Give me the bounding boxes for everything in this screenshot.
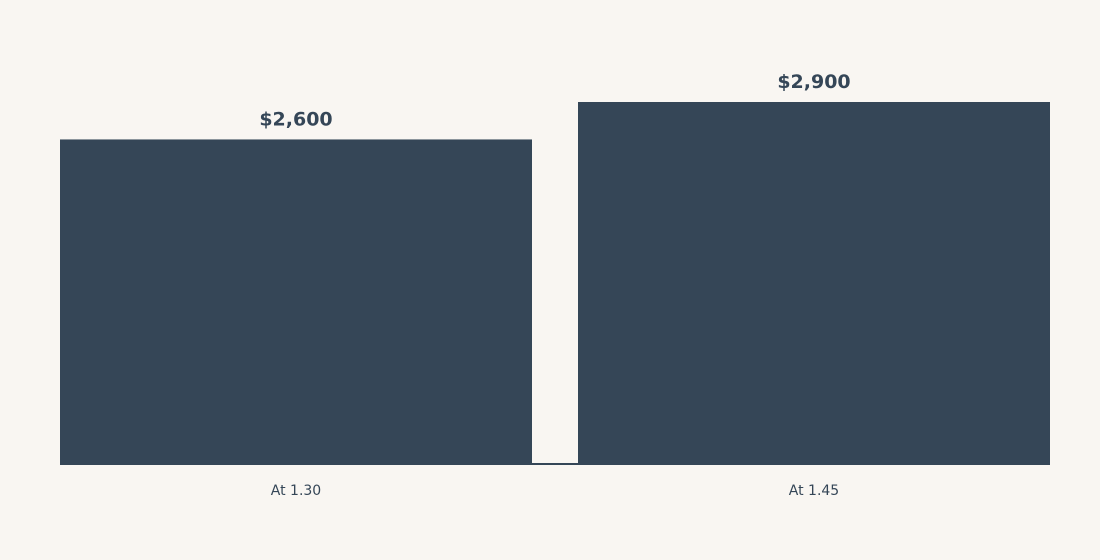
bar-value-label-2: $2,900 [777,71,850,93]
bar-value-label-1: $2,600 [259,108,332,130]
bar-1 [60,139,532,465]
bars-group [60,102,1050,465]
tick-labels-group: At 1.30 At 1.45 [271,483,839,499]
x-tick-label-2: At 1.45 [789,483,839,499]
value-labels-group: $2,600 $2,900 [259,71,850,130]
bar-2 [578,102,1050,465]
x-tick-label-1: At 1.30 [271,483,321,499]
